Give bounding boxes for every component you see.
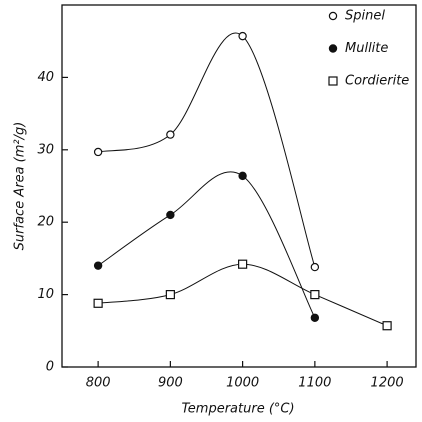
legend-label: Spinel (345, 9, 385, 24)
data-point (166, 210, 175, 220)
y-axis-label: Surface Area (m²/g) (13, 122, 28, 251)
data-point (238, 31, 247, 41)
legend-marker (328, 44, 338, 53)
data-point (238, 259, 248, 269)
data-point (93, 261, 103, 270)
x-tick-label: 1000 (226, 376, 259, 391)
plot-frame (61, 4, 417, 368)
legend-marker (328, 11, 338, 21)
series-line (98, 263, 388, 327)
x-tick-label: 1100 (298, 376, 331, 391)
y-tick-label: 10 (37, 287, 54, 302)
x-tick-label: 1200 (371, 376, 404, 391)
data-point (310, 313, 320, 322)
x-tick-label: 800 (86, 376, 111, 391)
x-tick-label: 900 (158, 376, 183, 391)
data-point (310, 262, 320, 272)
data-point (166, 130, 175, 139)
legend-label: Cordierite (345, 74, 409, 89)
data-point (165, 290, 175, 300)
y-tick-label: 0 (46, 360, 54, 375)
y-tick-label: 30 (37, 142, 54, 157)
data-point (382, 321, 392, 331)
legend-marker (328, 76, 338, 86)
x-axis-label: Temperature (°C) (181, 402, 294, 417)
data-point (93, 298, 103, 308)
data-point (93, 147, 103, 157)
series-line (97, 171, 316, 318)
series-line (98, 32, 316, 268)
data-point (310, 290, 320, 300)
y-tick-label: 20 (37, 215, 54, 230)
y-tick-label: 40 (37, 70, 54, 85)
data-point (238, 171, 247, 181)
legend-label: Mullite (345, 41, 388, 56)
